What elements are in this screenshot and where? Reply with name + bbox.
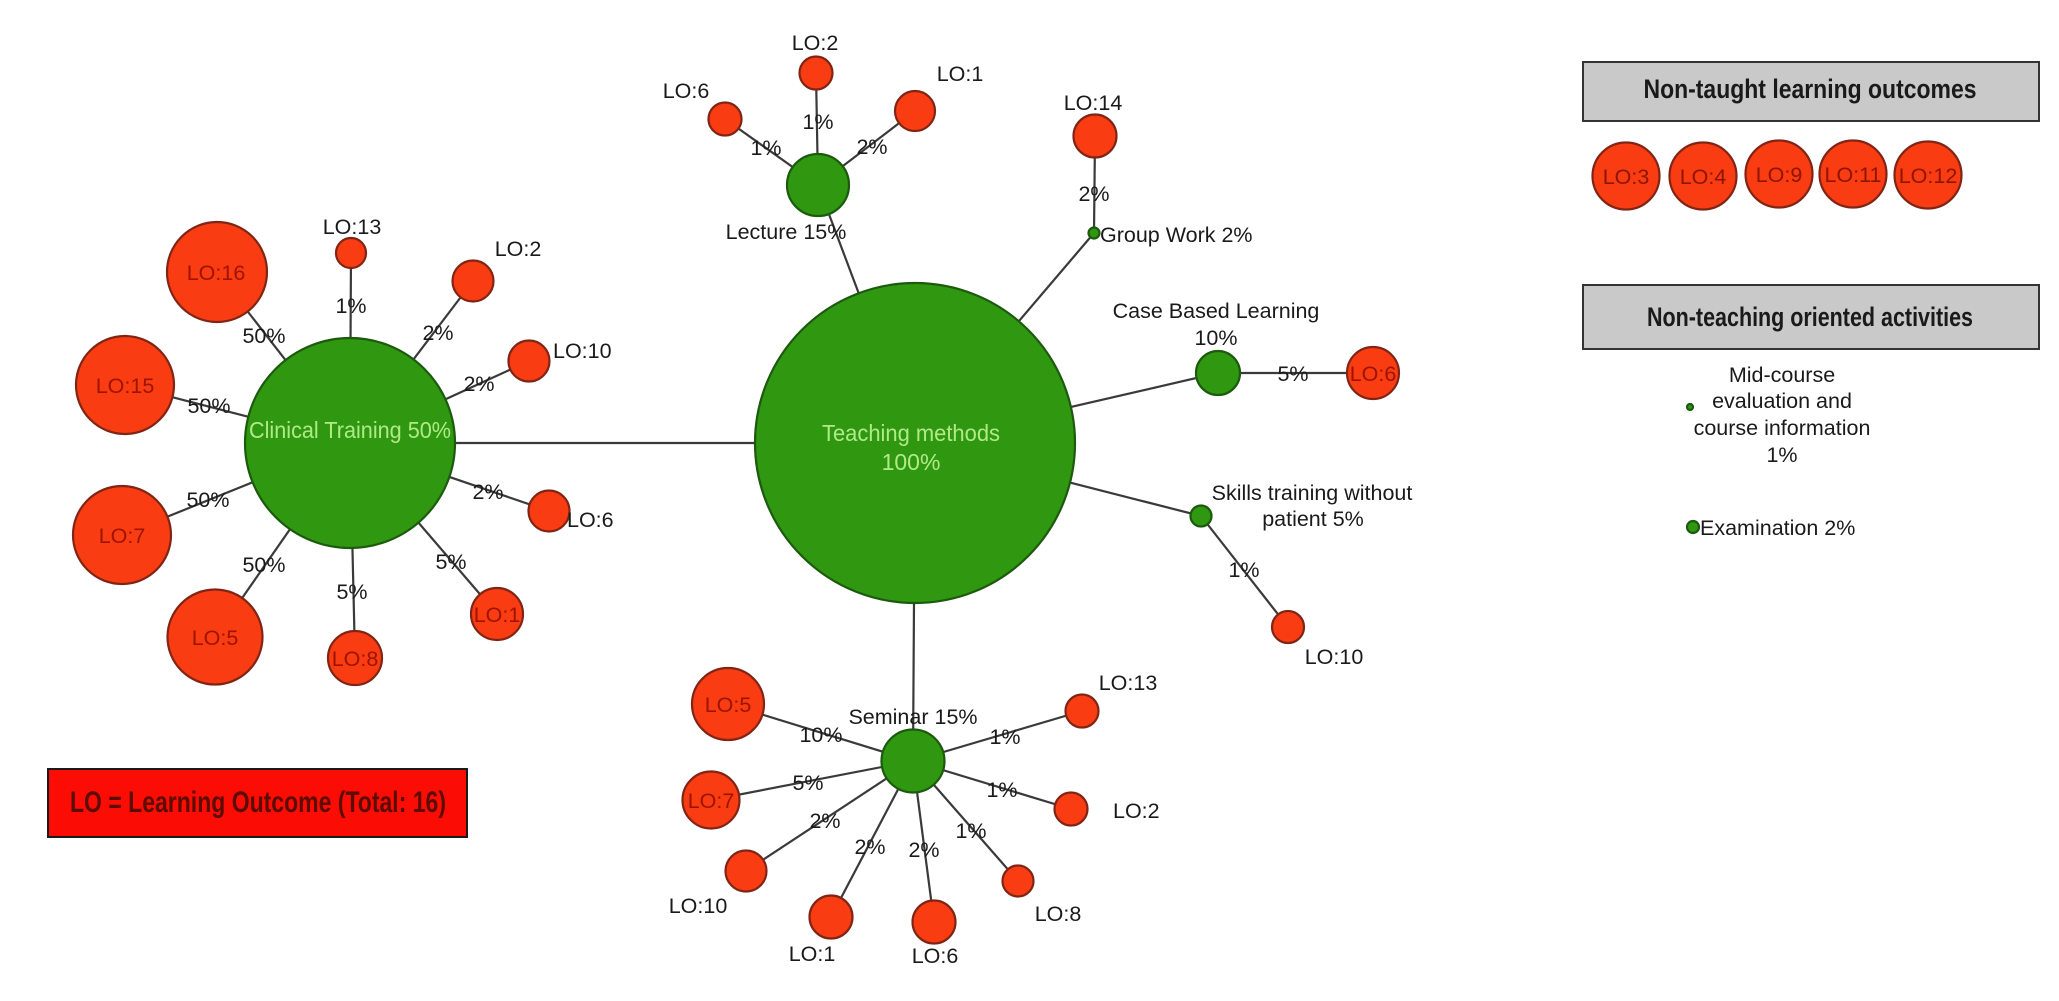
svg-text:100%: 100%	[882, 449, 941, 475]
svg-text:LO:2: LO:2	[1113, 799, 1160, 823]
svg-text:Non-taught learning outcomes: Non-taught learning outcomes	[1644, 74, 1977, 104]
svg-text:50%: 50%	[186, 488, 229, 512]
svg-text:50%: 50%	[187, 394, 230, 418]
svg-text:LO:4: LO:4	[1680, 165, 1727, 189]
svg-text:2%: 2%	[854, 835, 885, 859]
svg-text:2%: 2%	[1078, 182, 1109, 206]
svg-text:Teaching methods: Teaching methods	[822, 420, 1000, 446]
svg-text:1%: 1%	[986, 778, 1017, 802]
svg-text:LO:7: LO:7	[99, 524, 146, 548]
svg-text:5%: 5%	[435, 550, 466, 574]
svg-text:LO:9: LO:9	[1756, 163, 1803, 187]
svg-text:LO:6: LO:6	[663, 79, 710, 103]
svg-text:LO:14: LO:14	[1064, 91, 1123, 115]
svg-text:LO:6: LO:6	[1350, 362, 1397, 386]
svg-text:Clinical Training 50%: Clinical Training 50%	[249, 417, 451, 443]
svg-text:2%: 2%	[422, 321, 453, 345]
svg-text:Group Work 2%: Group Work 2%	[1100, 223, 1253, 247]
svg-text:1%: 1%	[955, 819, 986, 843]
svg-text:LO:13: LO:13	[323, 215, 382, 239]
svg-text:LO = Learning Outcome (Total:: LO = Learning Outcome (Total: 16)	[70, 786, 446, 819]
svg-text:Skills training without: Skills training without	[1212, 481, 1413, 505]
svg-text:LO:3: LO:3	[1603, 165, 1650, 189]
svg-text:LO:1: LO:1	[937, 62, 984, 86]
svg-text:LO:12: LO:12	[1899, 164, 1958, 188]
svg-text:patient 5%: patient 5%	[1262, 507, 1364, 531]
svg-text:LO:16: LO:16	[187, 261, 246, 285]
svg-text:LO:15: LO:15	[96, 374, 155, 398]
svg-text:Case Based Learning: Case Based Learning	[1113, 299, 1320, 323]
svg-text:10%: 10%	[1194, 326, 1237, 350]
svg-text:LO:8: LO:8	[332, 647, 379, 671]
svg-text:1%: 1%	[750, 136, 781, 160]
svg-text:evaluation and: evaluation and	[1712, 389, 1852, 413]
svg-text:Mid-course: Mid-course	[1729, 363, 1835, 387]
svg-text:50%: 50%	[242, 553, 285, 577]
svg-text:LO:10: LO:10	[1305, 645, 1364, 669]
svg-text:LO:11: LO:11	[1825, 163, 1882, 187]
svg-text:2%: 2%	[856, 135, 887, 159]
svg-text:LO:5: LO:5	[192, 626, 239, 650]
svg-text:2%: 2%	[908, 838, 939, 862]
svg-text:Non-teaching oriented activiti: Non-teaching oriented activities	[1647, 302, 1973, 332]
svg-text:LO:2: LO:2	[495, 237, 542, 261]
svg-text:Examination 2%: Examination 2%	[1700, 516, 1855, 540]
svg-text:2%: 2%	[809, 809, 840, 833]
svg-text:2%: 2%	[472, 480, 503, 504]
svg-text:LO:2: LO:2	[792, 31, 839, 55]
svg-text:1%: 1%	[802, 110, 833, 134]
svg-text:LO:1: LO:1	[789, 942, 836, 966]
svg-text:5%: 5%	[792, 771, 823, 795]
svg-text:LO:6: LO:6	[567, 508, 614, 532]
svg-text:LO:5: LO:5	[705, 693, 752, 717]
svg-text:1%: 1%	[335, 294, 366, 318]
svg-text:LO:7: LO:7	[688, 789, 735, 813]
svg-text:LO:10: LO:10	[553, 339, 612, 363]
svg-text:LO:13: LO:13	[1099, 671, 1158, 695]
svg-text:Seminar 15%: Seminar 15%	[848, 705, 977, 729]
svg-text:LO:1: LO:1	[474, 603, 521, 627]
svg-text:5%: 5%	[1277, 362, 1308, 386]
svg-text:1%: 1%	[1228, 558, 1259, 582]
svg-text:course information: course information	[1694, 416, 1871, 440]
svg-text:LO:8: LO:8	[1035, 902, 1082, 926]
svg-text:10%: 10%	[799, 723, 842, 747]
svg-text:5%: 5%	[336, 580, 367, 604]
svg-text:Lecture 15%: Lecture 15%	[726, 220, 847, 244]
svg-text:1%: 1%	[989, 725, 1020, 749]
svg-text:1%: 1%	[1766, 443, 1797, 467]
svg-text:2%: 2%	[463, 372, 494, 396]
svg-text:50%: 50%	[242, 324, 285, 348]
svg-text:LO:10: LO:10	[669, 894, 728, 918]
svg-text:LO:6: LO:6	[912, 944, 959, 968]
